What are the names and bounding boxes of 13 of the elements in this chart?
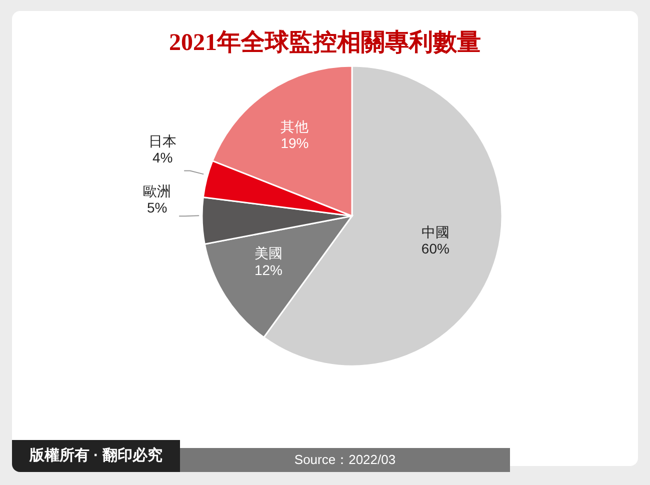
data-label: 4% [152, 150, 173, 166]
data-label: 19% [280, 135, 309, 152]
source-note: Source：2022/03 [180, 448, 510, 472]
data-label: 12% [254, 262, 282, 278]
slice-label: 美國 [254, 245, 282, 262]
chart-title: 2021年全球監控相關專利數量 [168, 28, 482, 58]
slice-label: 中國 [421, 224, 450, 240]
slice-label: 歐洲 [143, 182, 172, 199]
data-label: 5% [146, 200, 168, 216]
slice-label: 其他 [280, 118, 309, 134]
data-label: 60% [421, 240, 450, 257]
text: 版權所有 · 翻印必究 [12, 440, 180, 472]
slice-label: 日本 [148, 132, 177, 149]
